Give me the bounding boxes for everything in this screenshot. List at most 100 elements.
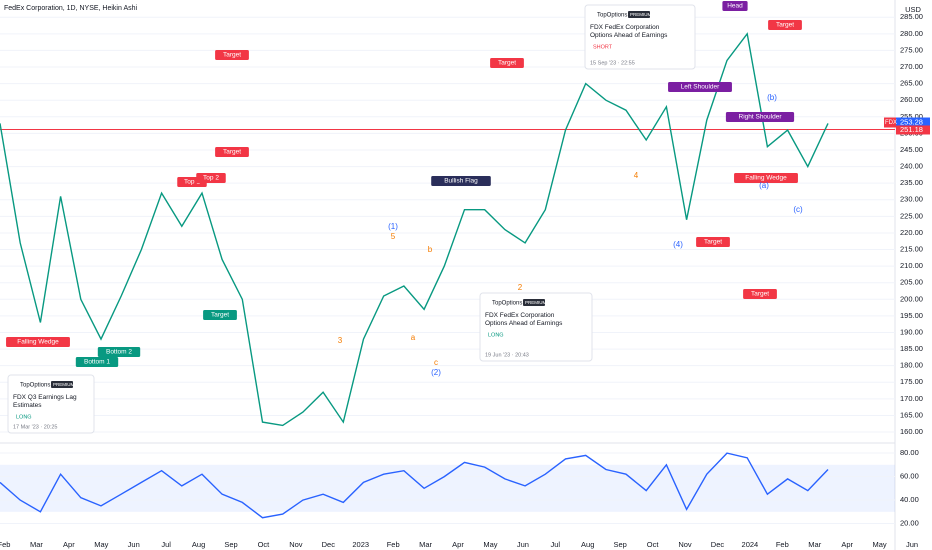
wave-label: (a) xyxy=(759,181,769,190)
pattern-tag xyxy=(768,20,802,30)
pattern-tag xyxy=(215,50,249,60)
y-tick-label: 220.00 xyxy=(900,228,923,237)
last-price-tag xyxy=(896,117,930,128)
y-tick-label: 175.00 xyxy=(900,377,923,386)
x-tick-label: Jun xyxy=(128,540,140,549)
pattern-label: Bottom 1 xyxy=(84,359,110,366)
wave-label: (4) xyxy=(673,240,683,249)
last-price-label: 253.28 xyxy=(900,117,923,126)
x-tick-label: Feb xyxy=(776,540,789,549)
pattern-tag xyxy=(743,289,777,299)
pattern-label: Falling Wedge xyxy=(17,339,59,346)
x-tick-label: 2023 xyxy=(352,540,369,549)
idea-title-line: FDX FedEx Corporation xyxy=(485,312,555,319)
x-tick-label: Mar xyxy=(30,540,43,549)
x-tick-label: May xyxy=(873,540,887,549)
y-tick-label: 180.00 xyxy=(900,361,923,370)
line-price-tag xyxy=(896,125,930,135)
pattern-tag xyxy=(215,147,249,157)
y-tick-label: 165.00 xyxy=(900,410,923,419)
pattern-label: Target xyxy=(223,52,241,59)
x-tick-label: Aug xyxy=(192,540,205,549)
pattern-label: Head xyxy=(727,3,743,10)
price-line xyxy=(0,32,829,427)
pattern-label: Target xyxy=(223,149,241,156)
pattern-tag xyxy=(696,237,730,247)
y-tick-label: 225.00 xyxy=(900,211,923,220)
symbol-label: FDX xyxy=(885,120,897,126)
rsi-band xyxy=(0,464,895,512)
x-tick-label: Jun xyxy=(517,540,529,549)
pattern-tag xyxy=(75,357,119,367)
y-tick-label: 20.00 xyxy=(900,519,919,528)
y-tick-label: 270.00 xyxy=(900,62,923,71)
idea-badge: PREMIUM xyxy=(53,382,75,387)
line-price-label: 251.18 xyxy=(900,125,923,134)
wave-label: (2) xyxy=(431,368,441,377)
idea-date: 19 Jun '23 · 20:43 xyxy=(485,352,529,358)
y-tick-label: 255.00 xyxy=(900,112,923,121)
idea-card xyxy=(7,374,95,434)
wave-label: 5 xyxy=(391,232,396,241)
x-tick-label: Jul xyxy=(551,540,561,549)
x-tick-label: May xyxy=(94,540,108,549)
wave-label: (c) xyxy=(793,205,803,214)
pattern-tag xyxy=(196,173,226,183)
symbol-tag xyxy=(884,117,896,128)
pattern-label: Right Shoulder xyxy=(739,114,783,121)
idea-title-line: Options Ahead of Earnings xyxy=(590,32,668,39)
y-tick-label: 285.00 xyxy=(900,12,923,21)
idea-title: FDX FedEx Corporation Options Ahead of Ea… xyxy=(485,312,563,327)
chart-header: FedEx Corporation, 1D, NYSE, Heikin Ashi xyxy=(4,5,138,12)
x-tick-label: Oct xyxy=(258,540,271,549)
pattern-tag xyxy=(668,82,732,92)
y-tick-label: 215.00 xyxy=(900,245,923,254)
wave-label: (b) xyxy=(767,93,777,102)
x-tick-label: Dec xyxy=(322,540,336,549)
pattern-tag xyxy=(725,112,795,122)
x-tick-label: Aug xyxy=(581,540,594,549)
y-tick-label: 280.00 xyxy=(900,29,923,38)
x-tick-label: Apr xyxy=(63,540,75,549)
wave-label: b xyxy=(428,245,433,254)
x-tick-label: Sep xyxy=(224,540,237,549)
pattern-label: Target xyxy=(498,60,516,67)
y-tick-label: 170.00 xyxy=(900,394,923,403)
x-tick-label: May xyxy=(483,540,497,549)
pattern-label: Left Shoulder xyxy=(681,84,721,91)
pattern-label: Top 2 xyxy=(203,175,219,182)
idea-direction: SHORT xyxy=(593,44,613,50)
y-tick-label: 260.00 xyxy=(900,95,923,104)
y-tick-label: 80.00 xyxy=(900,448,919,457)
idea-author: TopOptions xyxy=(492,301,522,307)
pattern-label: Falling Wedge xyxy=(745,175,787,182)
y-tick-label: 200.00 xyxy=(900,294,923,303)
idea-badge-bg xyxy=(628,11,650,18)
idea-badge-bg xyxy=(523,299,545,306)
y-tick-label: 185.00 xyxy=(900,344,923,353)
pattern-label: Bullish Flag xyxy=(444,178,478,185)
pattern-tag xyxy=(431,176,491,186)
pattern-tag xyxy=(97,347,141,357)
x-tick-label: Nov xyxy=(678,540,692,549)
x-tick-label: Feb xyxy=(0,540,10,549)
x-tick-label: Jun xyxy=(906,540,918,549)
x-tick-label: Jul xyxy=(161,540,171,549)
pattern-label: Target xyxy=(751,291,769,298)
pattern-label: Target xyxy=(211,312,229,319)
y-tick-label: 160.00 xyxy=(900,427,923,436)
pattern-label: Top 1 xyxy=(184,179,200,186)
wave-label: a xyxy=(411,333,416,342)
x-tick-label: 2024 xyxy=(742,540,759,549)
y-tick-label: 275.00 xyxy=(900,45,923,54)
y-tick-label: 235.00 xyxy=(900,178,923,187)
wave-label: c xyxy=(434,358,438,367)
y-tick-label: 265.00 xyxy=(900,79,923,88)
pattern-tag xyxy=(6,337,70,347)
rsi-line xyxy=(0,452,829,519)
currency: USD xyxy=(905,5,921,14)
x-tick-label: Nov xyxy=(289,540,303,549)
x-tick-label: Mar xyxy=(808,540,821,549)
y-tick-label: 245.00 xyxy=(900,145,923,154)
